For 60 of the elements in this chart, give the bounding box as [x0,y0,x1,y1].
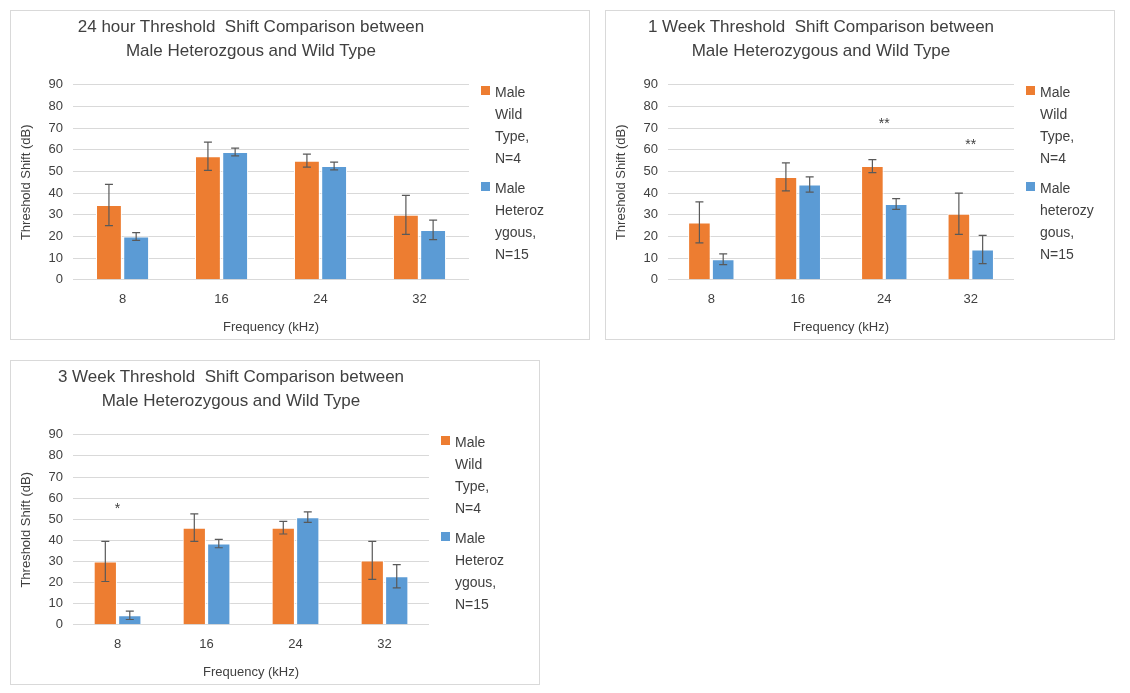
y-tick-label: 50 [48,163,64,179]
x-tick-label: 32 [963,291,978,307]
y-tick-label: 30 [643,206,659,222]
y-tick-label: 50 [48,510,64,526]
annotation: * [114,499,121,516]
x-tick-label: 32 [412,291,427,307]
x-tick-label: 8 [707,291,715,307]
y-tick-label: 30 [48,206,64,222]
x-tick-label: 8 [113,636,122,652]
y-tick-label: 40 [48,184,64,200]
y-tick-label: 90 [643,76,659,92]
chart-title: 24 hour Threshold Shift Comparison between Male Heterozgous and Wild Type [76,16,426,62]
chart-title: 3 Week Threshold Shift Comparison between Male Heterozygous and Wild Type [56,366,406,412]
y-tick-label: 0 [650,271,659,287]
y-tick-label: 10 [48,595,64,611]
x-axis-title: Frequency (kHz) [202,663,300,679]
legend-label: Male Heterozygous, N=15 [495,179,546,264]
y-tick-label: 80 [643,98,659,114]
y-tick-label: 60 [48,141,64,157]
x-tick-label: 24 [288,636,303,652]
x-axis-title: Frequency (kHz) [792,318,890,334]
x-tick-label: 32 [377,636,392,652]
legend-label: Male heterozygous, N=15 [1040,179,1094,264]
x-axis-title: Frequency (kHz) [222,318,320,334]
legend-label: Male Heterozygous, N=15 [455,529,506,614]
x-tick-label: 16 [199,636,214,652]
chart-title: 1 Week Threshold Shift Comparison between Male Heterozygous and Wild Type [646,16,996,62]
x-tick-label: 16 [214,291,229,307]
y-tick-label: 50 [643,163,659,179]
x-tick-label: 24 [877,291,892,307]
y-axis-title: Threshold Shift (dB) [18,124,34,241]
y-tick-label: 0 [55,271,64,287]
legend-label: Male Wild Type, N=4 [455,433,491,518]
y-tick-label: 40 [48,531,64,547]
y-tick-label: 60 [48,489,64,505]
y-tick-label: 20 [48,228,64,244]
x-tick-label: 8 [118,291,127,307]
y-tick-label: 20 [643,228,659,244]
y-tick-label: 30 [48,553,64,569]
y-tick-label: 60 [643,141,659,157]
y-tick-label: 80 [48,447,64,463]
y-tick-label: 90 [48,426,64,442]
legend-label: Male Wild Type, N=4 [1040,83,1076,168]
y-tick-label: 20 [48,574,64,590]
y-tick-label: 70 [643,119,659,135]
annotation: ** [965,136,977,153]
y-tick-label: 10 [643,249,659,265]
x-tick-label: 16 [790,291,806,307]
y-tick-label: 10 [48,249,64,265]
y-axis-title: Threshold Shift (dB) [613,124,629,241]
y-tick-label: 90 [48,76,64,92]
y-tick-label: 40 [643,184,659,200]
y-tick-label: 0 [55,616,64,632]
y-tick-label: 80 [48,98,64,114]
y-axis-title: Threshold Shift (dB) [18,472,34,588]
y-tick-label: 70 [48,468,64,484]
legend-label: Male Wild Type, N=4 [495,83,531,168]
annotation: ** [878,114,891,131]
x-tick-label: 24 [313,291,328,307]
y-tick-label: 70 [48,119,64,135]
